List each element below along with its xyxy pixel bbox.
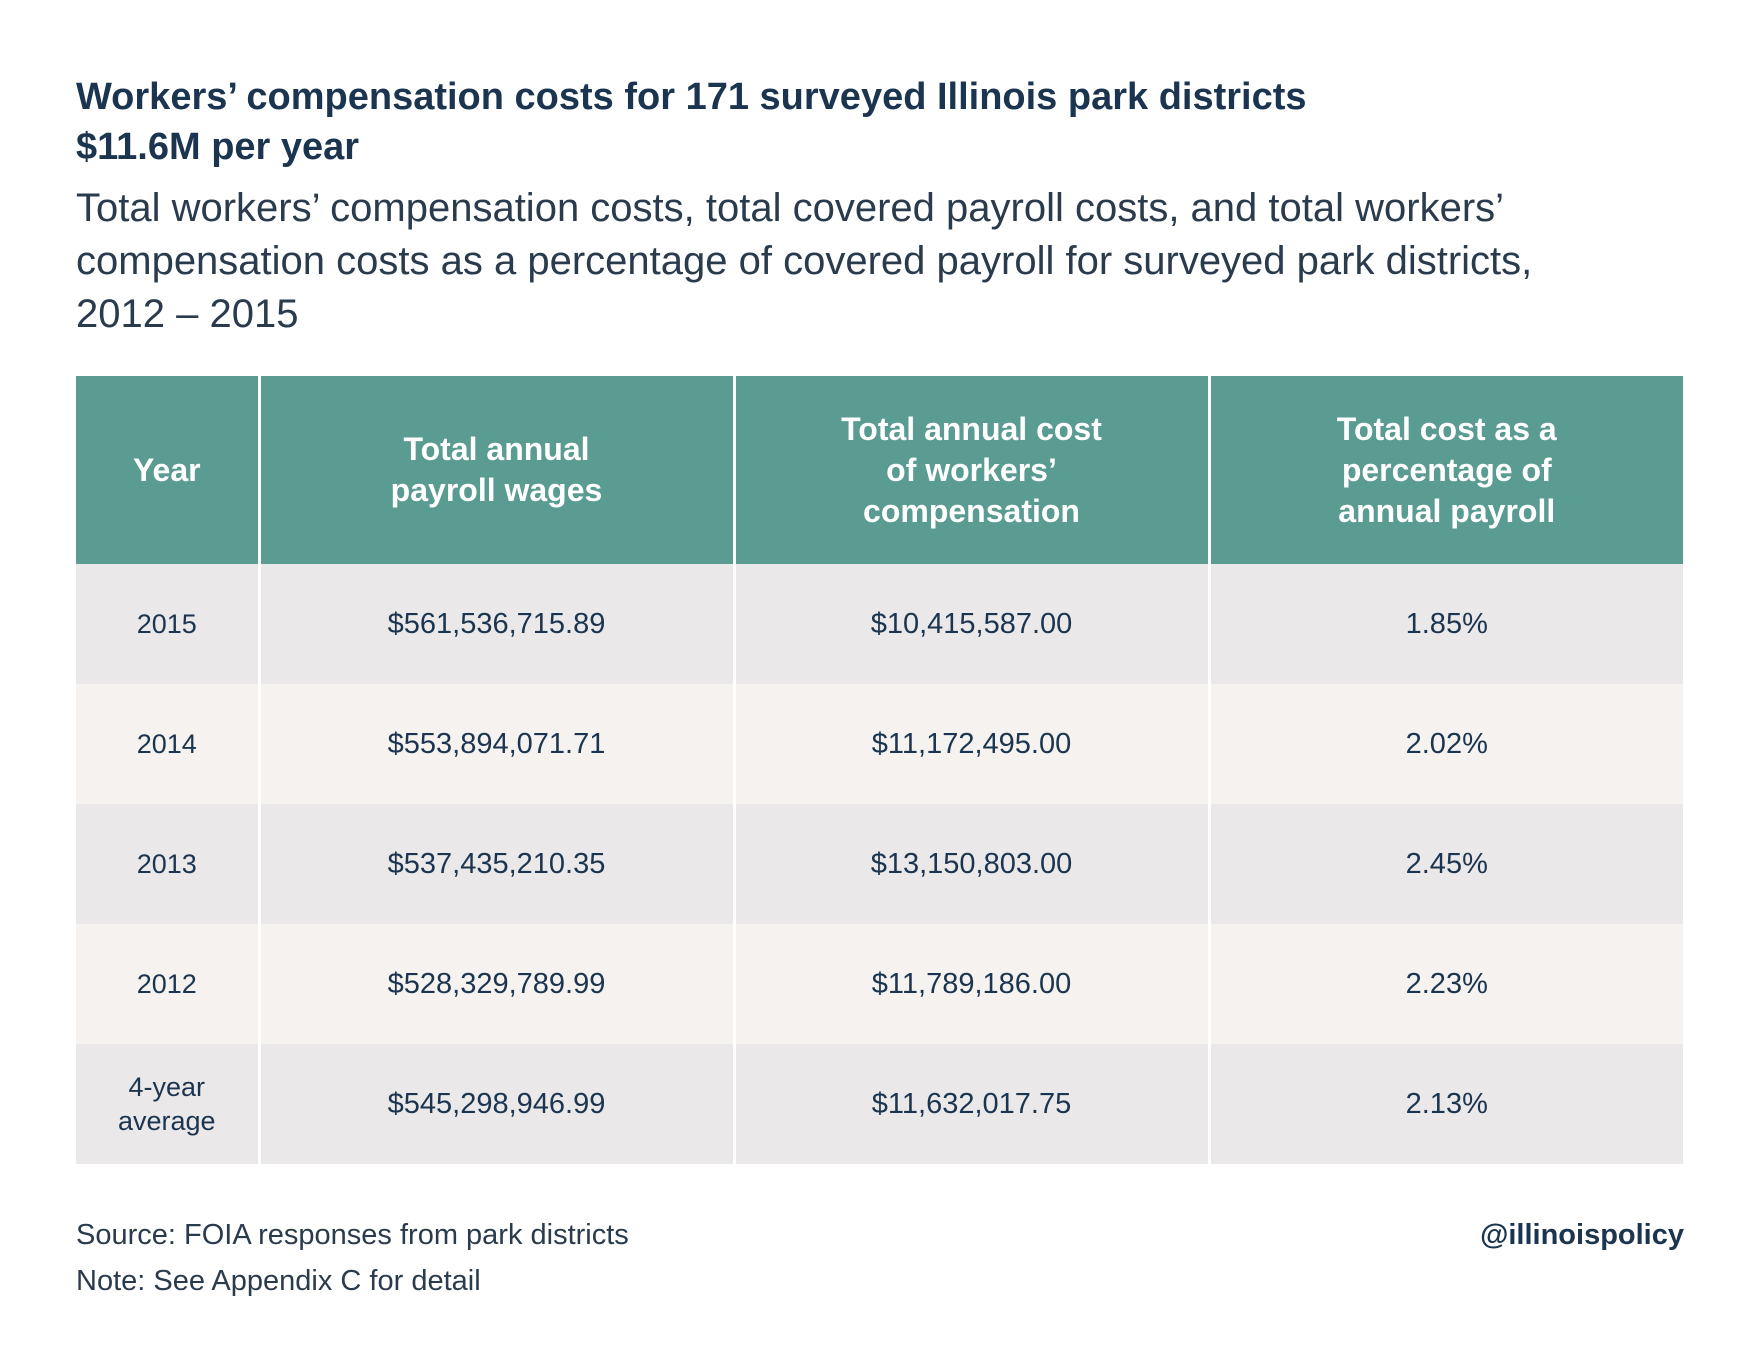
table-row: 4-year average $545,298,946.99 $11,632,017.… [76, 1044, 1683, 1164]
column-header-line: annual payroll [1338, 492, 1556, 529]
cell-percent: 2.13% [1207, 1044, 1683, 1164]
subtitle-line-1: Total workers’ compensation costs, total… [76, 186, 1505, 230]
data-table: Year Total annual payroll wages Total annua… [76, 376, 1683, 1164]
cell-year: 2015 [76, 564, 259, 684]
cell-year: 2014 [76, 684, 259, 804]
source-text: Source: FOIA responses from park distric… [76, 1219, 629, 1251]
page-subtitle: Total workers’ compensation costs, total… [76, 182, 1696, 341]
cell-year-line: 4-year [128, 1072, 206, 1102]
column-header-payroll: Total annual payroll wages [257, 376, 734, 564]
page-title: Workers’ compensation costs for 171 surv… [76, 72, 1696, 172]
cell-comp-cost: $13,150,803.00 [732, 804, 1209, 924]
column-header-line: compensation [863, 492, 1080, 529]
table-header-row: Year Total annual payroll wages Total annua… [76, 376, 1683, 564]
title-line-2: $11.6M per year [76, 126, 360, 168]
social-handle: @illinoispolicy [1480, 1219, 1684, 1251]
cell-comp-cost: $11,632,017.75 [732, 1044, 1209, 1164]
column-header-line: payroll wages [390, 472, 603, 508]
column-header-percent: Total cost as a percentage of annual payro… [1207, 376, 1683, 564]
cell-year-line: 2015 [136, 609, 197, 639]
subtitle-line-2: compensation costs as a percentage of co… [76, 239, 1533, 283]
cell-payroll: $545,298,946.99 [257, 1044, 734, 1164]
column-header-line: Total annual cost [841, 410, 1102, 447]
cell-year: 4-year average [76, 1044, 259, 1164]
cell-year-line: average [117, 1106, 216, 1136]
column-header-line: Year [132, 451, 201, 488]
note-text: Note: See Appendix C for detail [76, 1265, 481, 1297]
cell-percent: 2.02% [1207, 684, 1683, 804]
column-header-line: Total annual [403, 431, 590, 467]
column-header-line: Total cost as a [1336, 410, 1557, 447]
cell-payroll: $561,536,715.89 [257, 564, 734, 684]
cell-year-line: 2014 [136, 729, 197, 759]
footer-source: Source: FOIA responses from park distric… [76, 1212, 629, 1304]
cell-year-line: 2013 [136, 849, 197, 879]
cell-payroll: $553,894,071.71 [257, 684, 734, 804]
title-line-1: Workers’ compensation costs for 171 surv… [76, 76, 1307, 118]
column-header-year: Year [76, 376, 259, 564]
cell-year: 2013 [76, 804, 259, 924]
cell-year-line: 2012 [136, 969, 197, 999]
table-row: 2014 $553,894,071.71 $11,172,495.00 2.02% [76, 684, 1683, 804]
column-header-comp-cost: Total annual cost of workers’ compensation [732, 376, 1209, 564]
table-row: 2012 $528,329,789.99 $11,789,186.00 2.23% [76, 924, 1683, 1044]
column-header-line: of workers’ [886, 451, 1057, 488]
cell-comp-cost: $10,415,587.00 [732, 564, 1209, 684]
table-row: 2015 $561,536,715.89 $10,415,587.00 1.85% [76, 564, 1683, 684]
table-row: 2013 $537,435,210.35 $13,150,803.00 2.45% [76, 804, 1683, 924]
cell-year: 2012 [76, 924, 259, 1044]
cell-payroll: $537,435,210.35 [257, 804, 734, 924]
cell-payroll: $528,329,789.99 [257, 924, 734, 1044]
cell-percent: 1.85% [1207, 564, 1683, 684]
cell-comp-cost: $11,172,495.00 [732, 684, 1209, 804]
cell-percent: 2.23% [1207, 924, 1683, 1044]
cell-comp-cost: $11,789,186.00 [732, 924, 1209, 1044]
subtitle-line-3: 2012 – 2015 [76, 292, 299, 336]
table-body: 2015 $561,536,715.89 $10,415,587.00 1.85% 20… [76, 564, 1683, 1164]
cell-percent: 2.45% [1207, 804, 1683, 924]
column-header-line: percentage of [1341, 451, 1552, 488]
